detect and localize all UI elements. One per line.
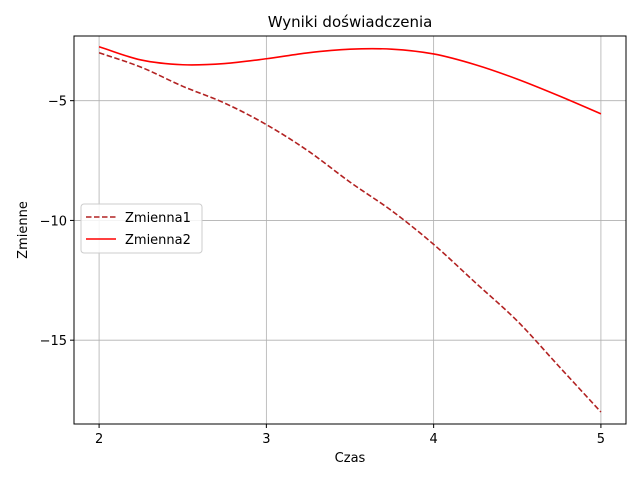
- x-tick-label: 3: [262, 432, 270, 447]
- series-lines: [98, 46, 602, 413]
- y-axis-label: Zmienne: [16, 201, 31, 259]
- plot-frame: [73, 35, 627, 425]
- y-tick-label: −10: [40, 214, 67, 229]
- series-line-zmienna2: [98, 46, 602, 115]
- series-line-zmienna1: [98, 52, 602, 413]
- x-axis-label: Czas: [335, 451, 366, 466]
- x-tick-label: 2: [95, 432, 103, 447]
- x-tick-label: 5: [597, 432, 605, 447]
- y-tick-label: −15: [40, 334, 67, 349]
- legend-label-zmienna1: Zmienna1: [125, 211, 191, 226]
- legend-label-zmienna2: Zmienna2: [125, 233, 191, 248]
- x-tick-label: 4: [429, 432, 437, 447]
- ticks: 2 3 4 5 −15 −10 −5: [40, 95, 605, 447]
- chart-title: Wyniki doświadczenia: [268, 13, 433, 31]
- y-tick-label: −5: [48, 95, 67, 110]
- legend: Zmienna1 Zmienna2: [80, 203, 203, 254]
